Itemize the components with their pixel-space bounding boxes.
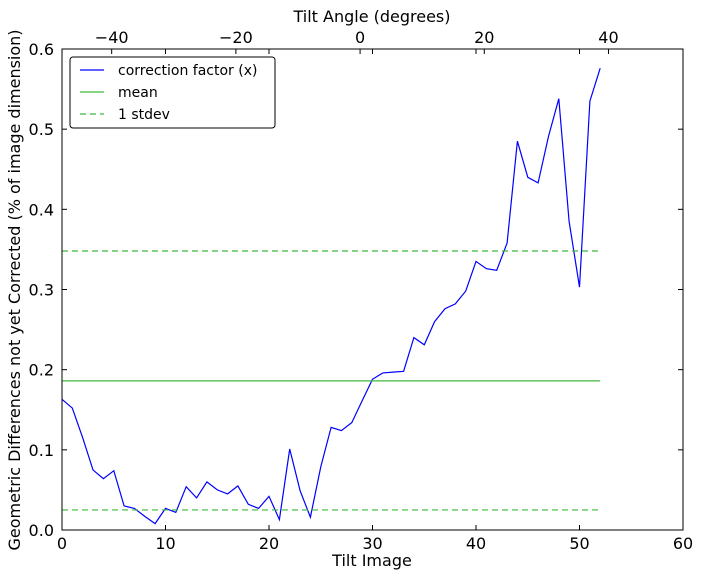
series-line-correction-factor — [61, 68, 601, 525]
legend-label-mean: mean — [118, 85, 158, 101]
y-tick-label: 0.5 — [29, 120, 54, 139]
top-tick-label: 20 — [474, 28, 494, 47]
y-tick-label: 0.2 — [29, 361, 54, 380]
top-tick-label: −40 — [95, 28, 129, 47]
x-tick-label: 40 — [466, 534, 486, 553]
x-tick-label: 0 — [57, 534, 67, 553]
legend-label-correction: correction factor (x) — [118, 63, 257, 79]
legend: correction factor (x) mean 1 stdev — [69, 56, 276, 129]
axes-ticks: 0 10 20 30 40 50 60 0.0 0.1 0.2 0.3 0.4 0.5 0.6 −40 −20… — [29, 28, 694, 553]
top-tick-label: 0 — [355, 28, 365, 47]
plot-area — [61, 68, 601, 525]
y-tick-label: 0.0 — [29, 521, 54, 540]
legend-box — [69, 56, 276, 129]
y-tick-label: 0.6 — [29, 40, 54, 59]
x-tick-label: 20 — [259, 534, 279, 553]
y-tick-label: 0.3 — [29, 281, 54, 300]
x-axis-label: Tilt Image — [331, 551, 412, 570]
x-tick-label: 60 — [673, 534, 693, 553]
y-tick-label: 0.4 — [29, 200, 54, 219]
y-axis-label: Geometric Differences not yet Corrected … — [5, 29, 24, 550]
top-tick-label: −20 — [219, 28, 253, 47]
top-x-axis-label: Tilt Angle (degrees) — [292, 7, 450, 26]
x-tick-label: 50 — [569, 534, 589, 553]
top-tick-label: 40 — [598, 28, 618, 47]
x-tick-label: 30 — [362, 534, 382, 553]
y-tick-label: 0.1 — [29, 441, 54, 460]
legend-label-stdev: 1 stdev — [118, 107, 170, 123]
x-tick-label: 10 — [155, 534, 175, 553]
